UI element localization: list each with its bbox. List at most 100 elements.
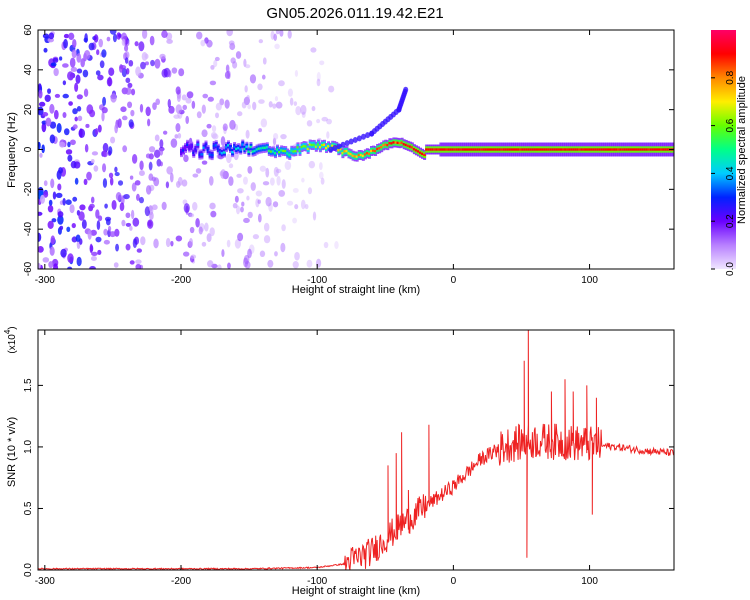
noise-mark [81, 219, 87, 230]
ridge-core [222, 151, 226, 154]
noise-mark [214, 56, 220, 62]
ridge-core [576, 148, 580, 151]
noise-mark [147, 220, 152, 227]
noise-mark [62, 198, 66, 206]
colorbar-gradient [711, 30, 736, 269]
noise-mark [89, 109, 96, 118]
ridge-core [322, 143, 326, 146]
noise-mark [124, 57, 129, 64]
noise-mark [132, 217, 140, 227]
noise-mark [217, 264, 222, 269]
noise-mark [102, 163, 107, 173]
ridge-core [416, 150, 420, 153]
noise-mark [311, 106, 316, 112]
ridge-core [255, 148, 259, 151]
noise-mark [222, 123, 228, 131]
ridge-core [345, 149, 349, 153]
noise-mark [274, 251, 278, 257]
noise-mark [58, 167, 64, 174]
ridge-core [523, 148, 527, 151]
noise-mark [102, 96, 107, 106]
noise-mark [65, 149, 73, 155]
noise-mark [207, 96, 214, 102]
ridge-core [468, 148, 472, 151]
noise-mark [145, 153, 151, 159]
noise-mark [170, 138, 178, 148]
ridge-core [312, 143, 316, 147]
noise-mark [90, 229, 97, 236]
noise-mark [175, 123, 181, 133]
ridge-core [286, 152, 290, 155]
noise-mark [57, 211, 64, 218]
ridge-core [302, 144, 306, 148]
noise-mark [38, 101, 46, 107]
branch-mark [336, 143, 342, 150]
noise-mark [50, 178, 55, 189]
ridge-core [500, 148, 504, 151]
noise-mark [76, 106, 82, 112]
noise-mark [159, 161, 163, 167]
noise-mark [304, 203, 309, 210]
ridge-core [447, 148, 451, 151]
noise-mark [131, 182, 137, 192]
noise-mark [201, 129, 208, 138]
noise-mark [334, 241, 339, 250]
noise-mark [122, 145, 128, 153]
noise-mark [247, 211, 253, 219]
snr-y-multiplier-exp: 4 [3, 329, 12, 334]
noise-mark [257, 83, 263, 91]
ridge-core [229, 146, 233, 150]
noise-mark [300, 104, 307, 115]
ridge-core [355, 155, 359, 158]
noise-mark [310, 47, 317, 53]
noise-mark [300, 199, 306, 210]
noise-mark [47, 37, 54, 43]
noise-mark [258, 39, 264, 44]
noise-mark [49, 246, 55, 256]
ridge-core [625, 148, 629, 151]
noise-mark [224, 99, 230, 109]
noise-mark [50, 235, 56, 245]
colorbar-ticks: 0.0 0.2 0.4 0.6 0.8 [711, 70, 736, 276]
ridge-core [443, 148, 447, 151]
noise-mark [292, 187, 299, 193]
noise-mark [79, 128, 83, 138]
noise-mark [278, 80, 285, 87]
noise-mark [114, 123, 118, 134]
spectrogram-x-label: Height of straight line (km) [292, 284, 420, 296]
spectrogram-y-label: Frequency (Hz) [6, 112, 18, 188]
ridge-core [651, 148, 655, 151]
noise-mark [320, 177, 325, 185]
snr-y-label: SNR (10 * v/v) [6, 417, 18, 487]
noise-mark [90, 256, 97, 261]
noise-mark [272, 137, 277, 146]
ridge-core [582, 148, 586, 151]
ridge-core [423, 153, 427, 157]
noise-mark [67, 253, 74, 264]
noise-mark [119, 202, 125, 212]
noise-mark [69, 204, 75, 214]
noise-mark [257, 213, 262, 223]
ridge-core [568, 148, 572, 151]
ridge-core [578, 148, 582, 151]
noise-mark [260, 118, 268, 128]
spectrogram-x-tick-label: -300 [35, 275, 55, 286]
noise-mark [204, 222, 209, 232]
noise-mark [138, 41, 145, 52]
noise-mark [144, 206, 151, 217]
ridge-core [633, 148, 637, 151]
ridge-core [214, 144, 218, 147]
noise-mark [117, 180, 124, 186]
ridge-core [304, 145, 308, 148]
noise-mark [135, 259, 142, 265]
noise-mark [151, 204, 158, 211]
noise-mark [38, 232, 42, 242]
noise-mark [56, 122, 62, 133]
ridge-core [376, 147, 380, 151]
noise-mark [242, 176, 248, 185]
noise-mark [162, 130, 168, 135]
ridge-core [429, 148, 433, 151]
noise-mark [258, 128, 262, 133]
ridge-core [249, 145, 253, 149]
noise-mark [38, 211, 43, 216]
